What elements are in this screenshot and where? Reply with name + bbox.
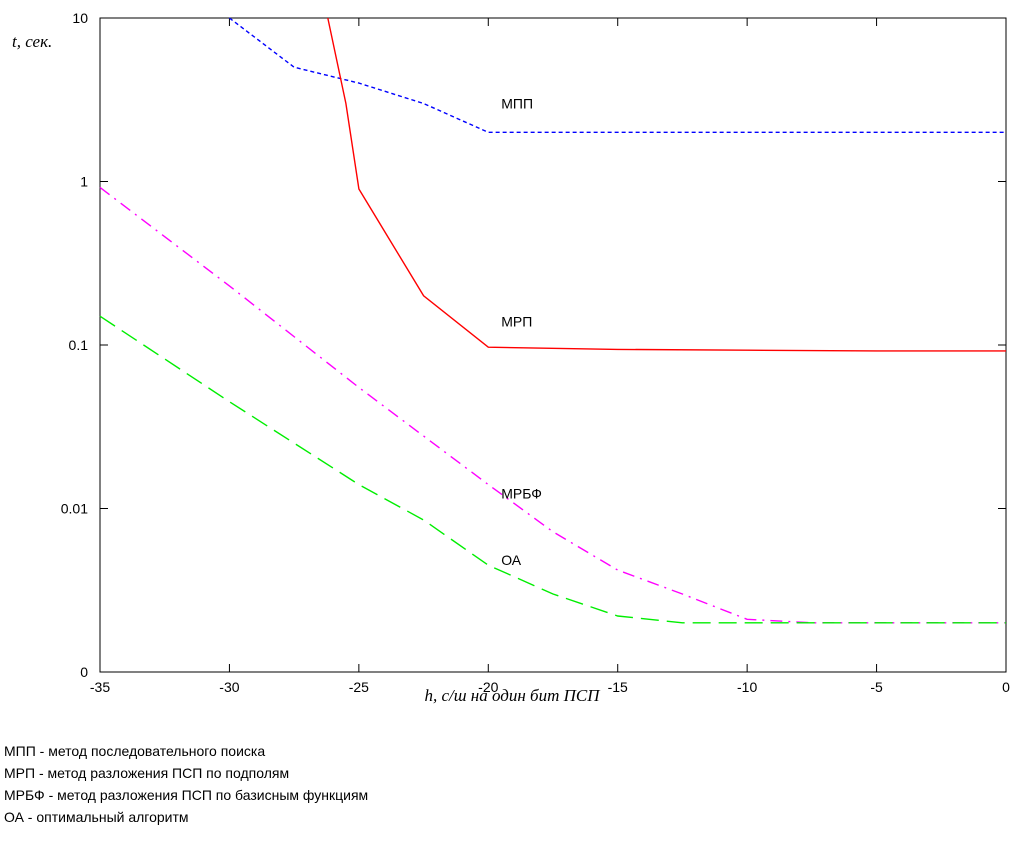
y-tick-label: 0 bbox=[80, 664, 88, 680]
chart: -35 -30 -25 -20 -15 -10 -5 0 10 1 0.1 0.01 0 t, сек. h… bbox=[12, 10, 1010, 705]
plot-frame bbox=[99, 17, 1007, 673]
y-tick-label: 1 bbox=[80, 174, 88, 190]
legend-item: МРП - метод разложения ПСП по подполям bbox=[4, 765, 290, 781]
series-label: МРП bbox=[501, 313, 532, 329]
series-label: МРБФ bbox=[501, 486, 542, 502]
legend-item: МРБФ - метод разложения ПСП по базисным … bbox=[4, 787, 369, 803]
x-tick-label: -20 bbox=[478, 679, 498, 695]
y-axis-title: t, сек. bbox=[12, 32, 52, 51]
legend-item: МПП - метод последовательного поиска bbox=[4, 743, 266, 759]
series-label: МПП bbox=[501, 95, 533, 111]
x-tick-label: -15 bbox=[608, 679, 628, 695]
series-label: ОА bbox=[501, 552, 522, 568]
y-tick-label: 10 bbox=[72, 10, 88, 26]
series-line-ОА bbox=[99, 315, 1006, 624]
series-line-МПП bbox=[228, 17, 1006, 134]
y-tick-label: 0.1 bbox=[69, 337, 89, 353]
legend: МПП - метод последовательного поиска МРП… bbox=[4, 740, 1004, 828]
x-tick-label: -25 bbox=[349, 679, 369, 695]
series-line-МРП bbox=[327, 17, 1006, 352]
y-tick-label: 0.01 bbox=[61, 501, 88, 517]
legend-item: ОА - оптимальный алгоритм bbox=[4, 809, 189, 825]
x-tick-label: -10 bbox=[737, 679, 757, 695]
x-tick-label: -35 bbox=[90, 679, 110, 695]
x-tick-label: 0 bbox=[1002, 679, 1010, 695]
x-axis-title: h, с/ш на один бит ПСП bbox=[424, 686, 601, 705]
x-tick-label: -30 bbox=[219, 679, 239, 695]
x-tick-label: -5 bbox=[870, 679, 883, 695]
